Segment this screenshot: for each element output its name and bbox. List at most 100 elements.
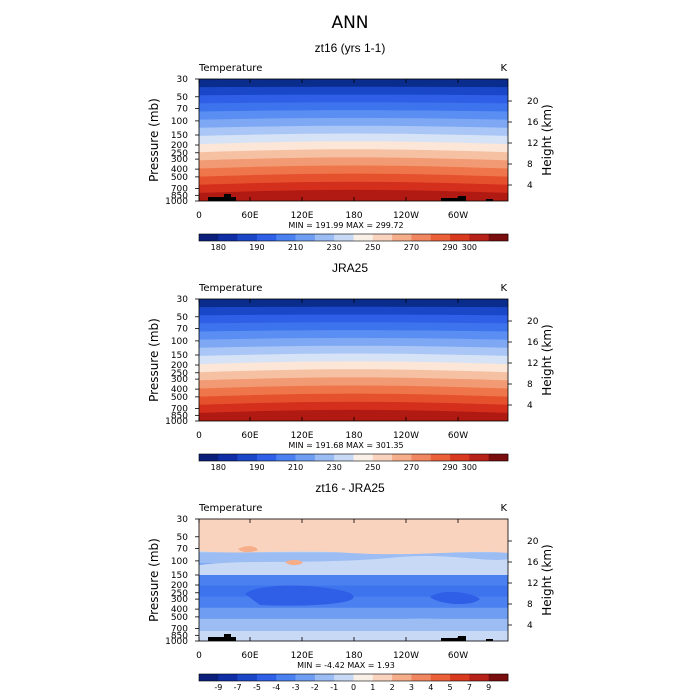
- temperature-band: [199, 607, 508, 620]
- colorbar-swatch: [276, 234, 296, 241]
- colorbar-swatch: [392, 674, 412, 681]
- colorbar-swatch: [237, 674, 258, 681]
- colorbar-swatch: [295, 234, 316, 241]
- temperature-band: [199, 574, 508, 587]
- colorbar-swatch: [256, 234, 277, 241]
- y-tick-label: 250: [171, 369, 188, 379]
- plot-frame: [198, 78, 509, 202]
- anomaly-positive: [199, 525, 508, 555]
- y2-tick-label: 12: [527, 579, 538, 589]
- colorbar-swatch: [314, 234, 335, 241]
- x-tick-label: 180: [345, 211, 362, 221]
- chart-panel-1: zt16 (yrs 1-1) Temperature K 0 60E 120E 180 120…: [147, 41, 554, 252]
- colorbar-frame: [198, 673, 509, 682]
- plot-area: [199, 519, 508, 641]
- colorbar-label: -5: [253, 683, 261, 692]
- plot-area: [199, 79, 508, 201]
- y2-tick-label: 12: [527, 359, 538, 369]
- colorbar-label: 190: [249, 463, 264, 472]
- colorbar-swatch: [256, 674, 277, 681]
- colorbar-swatch: [430, 454, 451, 461]
- y-tick-label: 500: [171, 393, 188, 403]
- y2-tick-label: 16: [527, 118, 539, 128]
- colorbar-swatch: [469, 674, 489, 681]
- y2-axis-label: Height (km): [540, 104, 554, 175]
- colorbar-label: 290: [442, 463, 457, 472]
- colorbar-swatch: [314, 674, 335, 681]
- y2-tick-label: 8: [527, 380, 533, 390]
- min-max-stats: MIN = -4.42 MAX = 1.93: [297, 661, 395, 670]
- x-tick-label: 120E: [291, 431, 314, 441]
- x-tick-label: 120E: [291, 211, 314, 221]
- y-tick-label: 1000: [165, 197, 188, 207]
- y-tick-label: 1000: [165, 637, 188, 647]
- colorbar-label: -9: [214, 683, 222, 692]
- colorbar-label: 180: [211, 463, 226, 472]
- chart-subtitle-right: K: [500, 63, 507, 74]
- y-axis-label: Pressure (mb): [147, 538, 161, 622]
- colorbar-swatch: [372, 234, 393, 241]
- anomaly-strong: [245, 585, 354, 606]
- y-tick-label: 400: [171, 385, 188, 395]
- colorbar-swatch: [237, 454, 258, 461]
- anomaly-weak: [199, 556, 508, 575]
- chart-title: zt16 (yrs 1-1): [315, 41, 386, 55]
- colorbar-label: -1: [330, 683, 338, 692]
- y2-axis-label: Height (km): [540, 544, 554, 615]
- y2-tick-label: 12: [527, 139, 538, 149]
- colorbar-swatch: [372, 674, 393, 681]
- y-tick-label: 850: [171, 191, 188, 201]
- min-max-stats: MIN = 191.68 MAX = 301.35: [288, 441, 403, 450]
- colorbar-swatch: [411, 454, 432, 461]
- y-tick-label: 300: [171, 155, 188, 165]
- colorbar-label: 210: [288, 463, 303, 472]
- x-tick-label: 120W: [393, 651, 419, 661]
- colorbar-swatch: [353, 454, 374, 461]
- colorbar-swatch: [199, 234, 219, 241]
- colorbar-swatch: [450, 674, 470, 681]
- x-tick-label: 60E: [241, 431, 258, 441]
- colorbar-label: 9: [486, 683, 491, 692]
- colorbar-swatch: [392, 454, 412, 461]
- colorbar-label: 7: [467, 683, 472, 692]
- colorbar-swatch: [469, 454, 489, 461]
- colorbar-label: 2: [390, 683, 395, 692]
- colorbar-swatch: [256, 454, 277, 461]
- y-tick-label: 150: [171, 351, 188, 361]
- y2-tick-label: 4: [527, 401, 533, 411]
- colorbar-swatch: [411, 674, 432, 681]
- y-tick-label: 30: [177, 515, 189, 525]
- anomaly-weak: [199, 618, 508, 631]
- y-tick-label: 700: [171, 405, 188, 415]
- y-tick-label: 30: [177, 295, 189, 305]
- page-title: ANN: [331, 13, 368, 33]
- y-tick-label: 300: [171, 375, 188, 385]
- colorbar-swatch: [488, 454, 509, 461]
- y2-tick-label: 16: [527, 558, 539, 568]
- colorbar-label: 4: [428, 683, 433, 692]
- y2-tick-label: 20: [527, 97, 539, 107]
- colorbar-label: -3: [292, 683, 300, 692]
- x-tick-label: 120W: [393, 431, 419, 441]
- colorbar-swatch: [199, 454, 219, 461]
- colorbar-label: 190: [249, 243, 264, 252]
- colorbar-swatch: [469, 234, 489, 241]
- colorbar-label: 250: [365, 243, 380, 252]
- y2-tick-label: 8: [527, 600, 533, 610]
- colorbar-label: 230: [327, 463, 342, 472]
- y-tick-label: 1000: [165, 417, 188, 427]
- y-tick-label: 100: [171, 557, 188, 567]
- x-tick-label: 180: [345, 431, 362, 441]
- colorbar-label: 3: [409, 683, 414, 692]
- chart-title: zt16 - JRA25: [315, 481, 385, 495]
- anomaly-positive: [285, 559, 303, 566]
- colorbar-label: -7: [234, 683, 242, 692]
- y-tick-label: 250: [171, 589, 188, 599]
- colorbar-label: -2: [311, 683, 319, 692]
- colorbar-label: 250: [365, 463, 380, 472]
- y2-tick-label: 4: [527, 621, 533, 631]
- colorbar-swatch: [372, 454, 393, 461]
- colorbar-label: 0: [351, 683, 356, 692]
